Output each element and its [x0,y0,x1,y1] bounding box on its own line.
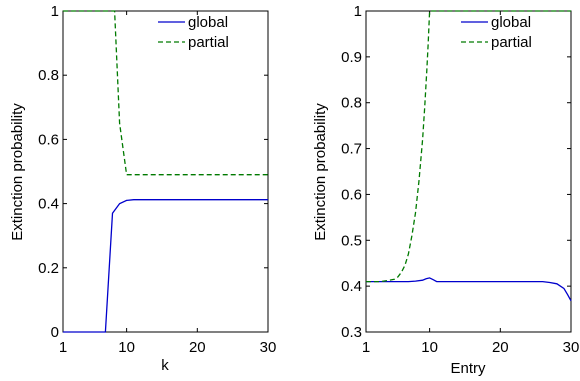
right-y-tick-label: 0.7 [341,141,362,158]
left-plot-area [62,10,269,333]
left-chart: 1 10 20 30 0 0.2 0.4 0.6 0.8 1 k Extinction proba… [9,3,276,374]
right-x-tick-label: 10 [421,339,438,356]
left-x-tick-label: 30 [260,339,277,356]
right-plot-area [365,10,572,333]
left-series-partial-line [63,10,268,176]
right-series-lines [366,10,572,302]
right-legend-global-label: global [491,14,531,31]
left-legend-global-label: global [188,14,228,31]
left-x-tick-label: 10 [118,339,135,356]
left-x-axis-label: k [161,357,169,374]
left-axes: 1 10 20 30 0 0.2 0.4 0.6 0.8 1 [38,3,276,356]
right-y-tick-label: 0.3 [341,324,362,341]
left-y-tick-label: 0.8 [38,67,59,84]
right-series-partial-line [366,10,571,283]
left-y-tick-label: 1 [51,3,59,20]
left-y-tick-label: 0 [51,324,59,341]
left-y-axis-label: Extinction probability [9,103,26,241]
right-y-tick-label: 0.9 [341,49,362,66]
right-chart: 1 10 20 30 0.3 0.4 0.5 0.6 0.7 0.8 0.9 1 Entry Exti… [312,3,579,377]
right-x-axis-label: Entry [450,360,486,377]
left-legend: global partial [158,14,229,51]
right-x-tick-label: 20 [492,339,509,356]
right-legend: global partial [461,14,532,51]
right-y-tick-label: 1 [354,3,362,20]
right-legend-partial-label: partial [491,34,532,51]
right-x-tick-label: 1 [362,339,370,356]
right-y-tick-label: 0.4 [341,278,362,295]
right-y-tick-label: 0.6 [341,186,362,203]
right-y-axis-label: Extinction probability [312,103,329,241]
right-y-tick-label: 0.5 [341,232,362,249]
left-x-tick-label: 1 [59,339,67,356]
left-y-tick-label: 0.2 [38,260,59,277]
right-axes: 1 10 20 30 0.3 0.4 0.5 0.6 0.7 0.8 0.9 1 [341,3,579,356]
left-series-lines [63,10,268,333]
left-series-global-line [63,199,268,333]
left-x-tick-label: 20 [189,339,206,356]
right-y-tick-label: 0.8 [341,95,362,112]
right-series-global-line [366,277,572,302]
left-y-tick-label: 0.4 [38,196,59,213]
left-y-tick-label: 0.6 [38,131,59,148]
left-legend-partial-label: partial [188,34,229,51]
right-x-tick-label: 30 [563,339,580,356]
